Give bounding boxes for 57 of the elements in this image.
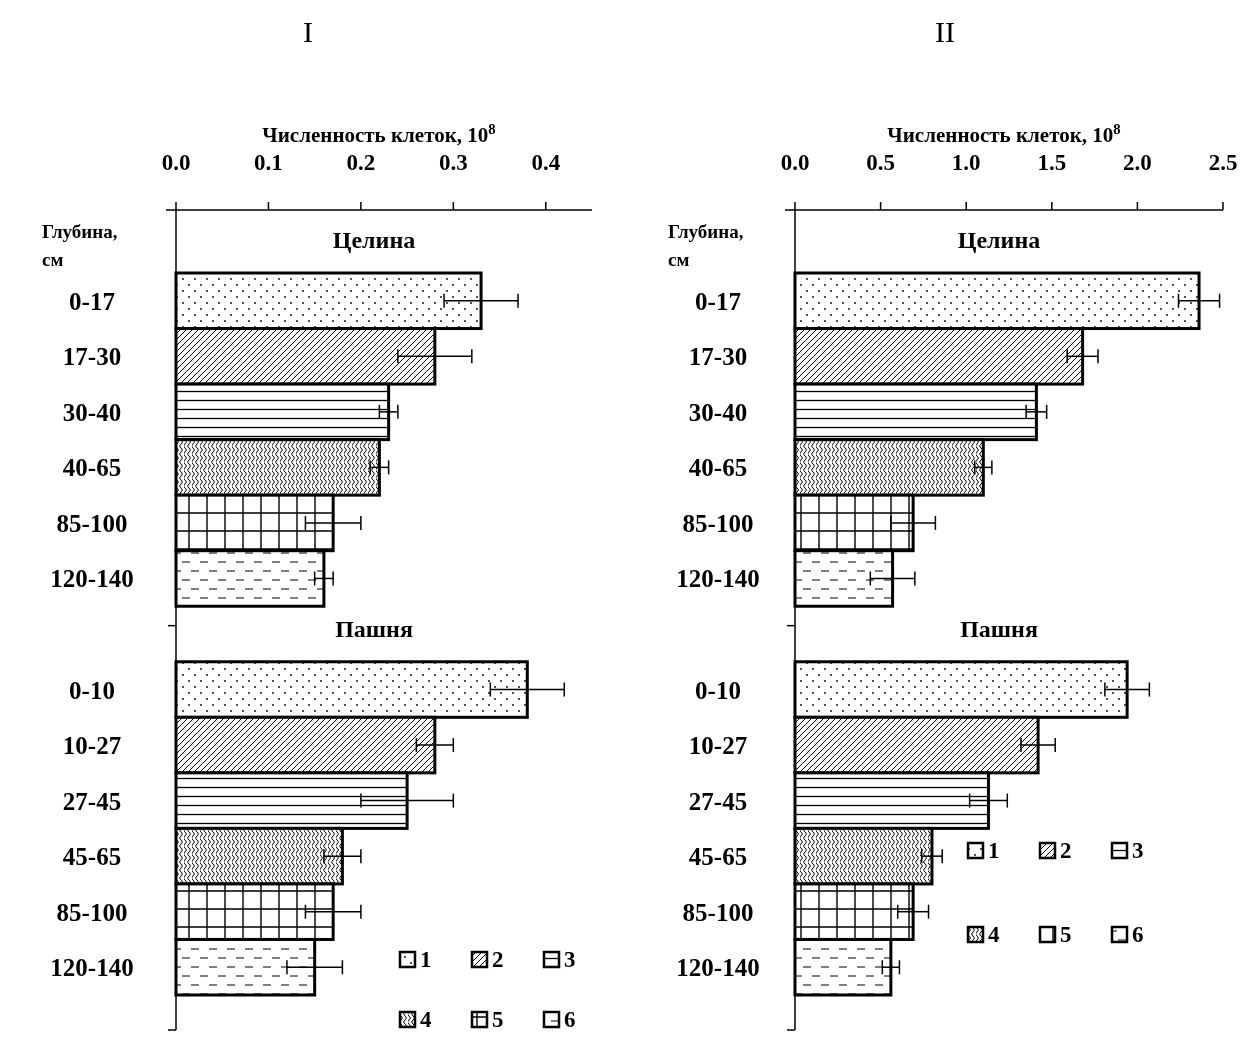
x-tick-label: 1.5 — [1037, 150, 1067, 175]
y-tick-label: 0-17 — [69, 287, 115, 315]
x-tick-label: 2.0 — [1123, 150, 1152, 175]
legend-label: 3 — [1132, 838, 1144, 863]
legend-label: 5 — [492, 1007, 504, 1032]
legend-label: 3 — [564, 947, 576, 972]
legend-label: 1 — [420, 947, 432, 972]
chart-title: I — [303, 15, 313, 48]
y-tick-label: 0-17 — [695, 287, 741, 315]
y-tick-label: 17-30 — [62, 343, 122, 371]
x-tick-label: 0.1 — [254, 150, 283, 175]
y-tick-label: 17-30 — [688, 343, 748, 371]
x-tick-label: 2.5 — [1208, 150, 1238, 175]
y-tick-label: 120-140 — [676, 565, 760, 593]
y-tick-label: 45-65 — [688, 843, 748, 871]
x-tick-label: 0.0 — [161, 150, 191, 175]
y-tick-label: 85-100 — [56, 509, 128, 537]
x-tick-label: 0.5 — [866, 150, 895, 175]
y-tick-label: 0-10 — [69, 676, 115, 704]
text: Целина — [332, 227, 416, 253]
y-tick-label: 40-65 — [688, 454, 748, 482]
legend-label: 1 — [988, 838, 1000, 863]
x-tick-label: 0.3 — [438, 150, 468, 175]
legend-label: 5 — [1060, 922, 1072, 947]
text: Целина — [957, 227, 1041, 253]
legend-label: 2 — [1060, 838, 1072, 863]
y-tick-label: 0-10 — [695, 676, 741, 704]
y-axis-title: Глубина, см — [668, 221, 744, 270]
x-tick-label: 1.0 — [951, 150, 981, 175]
annotation: Пашня — [960, 615, 1038, 642]
y-tick-label: 27-45 — [62, 787, 122, 815]
y-tick-label: 10-27 — [62, 732, 122, 760]
legend-label: 4 — [420, 1007, 432, 1032]
y-tick-label: 120-140 — [50, 565, 134, 593]
x-axis-title: Численность клеток, 10$^{8}$ — [887, 121, 1121, 147]
y-tick-label: 45-65 — [62, 843, 122, 871]
legend-label: 6 — [564, 1007, 576, 1032]
y-tick-label: 27-45 — [688, 787, 748, 815]
legend-label: 4 — [988, 922, 1000, 947]
y-tick-label: 40-65 — [62, 454, 122, 482]
x-tick-label: 0.0 — [780, 150, 810, 175]
legend-label: 2 — [492, 947, 504, 972]
y-tick-label: 85-100 — [56, 898, 128, 926]
x-tick-label: 0.4 — [531, 150, 561, 175]
y-tick-label: 85-100 — [682, 898, 754, 926]
legend-label: 6 — [1132, 922, 1144, 947]
x-axis-title: Численность клеток, 10$^{8}$ — [262, 121, 496, 147]
y-tick-label: 120-140 — [50, 954, 134, 982]
y-tick-label: 30-40 — [62, 398, 122, 426]
y-tick-label: 85-100 — [682, 509, 754, 537]
y-tick-label: 10-27 — [688, 732, 748, 760]
y-axis-title: Глубина, см — [42, 221, 118, 270]
x-tick-label: 0.2 — [346, 150, 376, 175]
y-tick-label: 120-140 — [676, 954, 760, 982]
y-tick-label: 30-40 — [688, 398, 748, 426]
chart-title: II — [935, 15, 955, 48]
annotation: Пашня — [335, 615, 413, 642]
